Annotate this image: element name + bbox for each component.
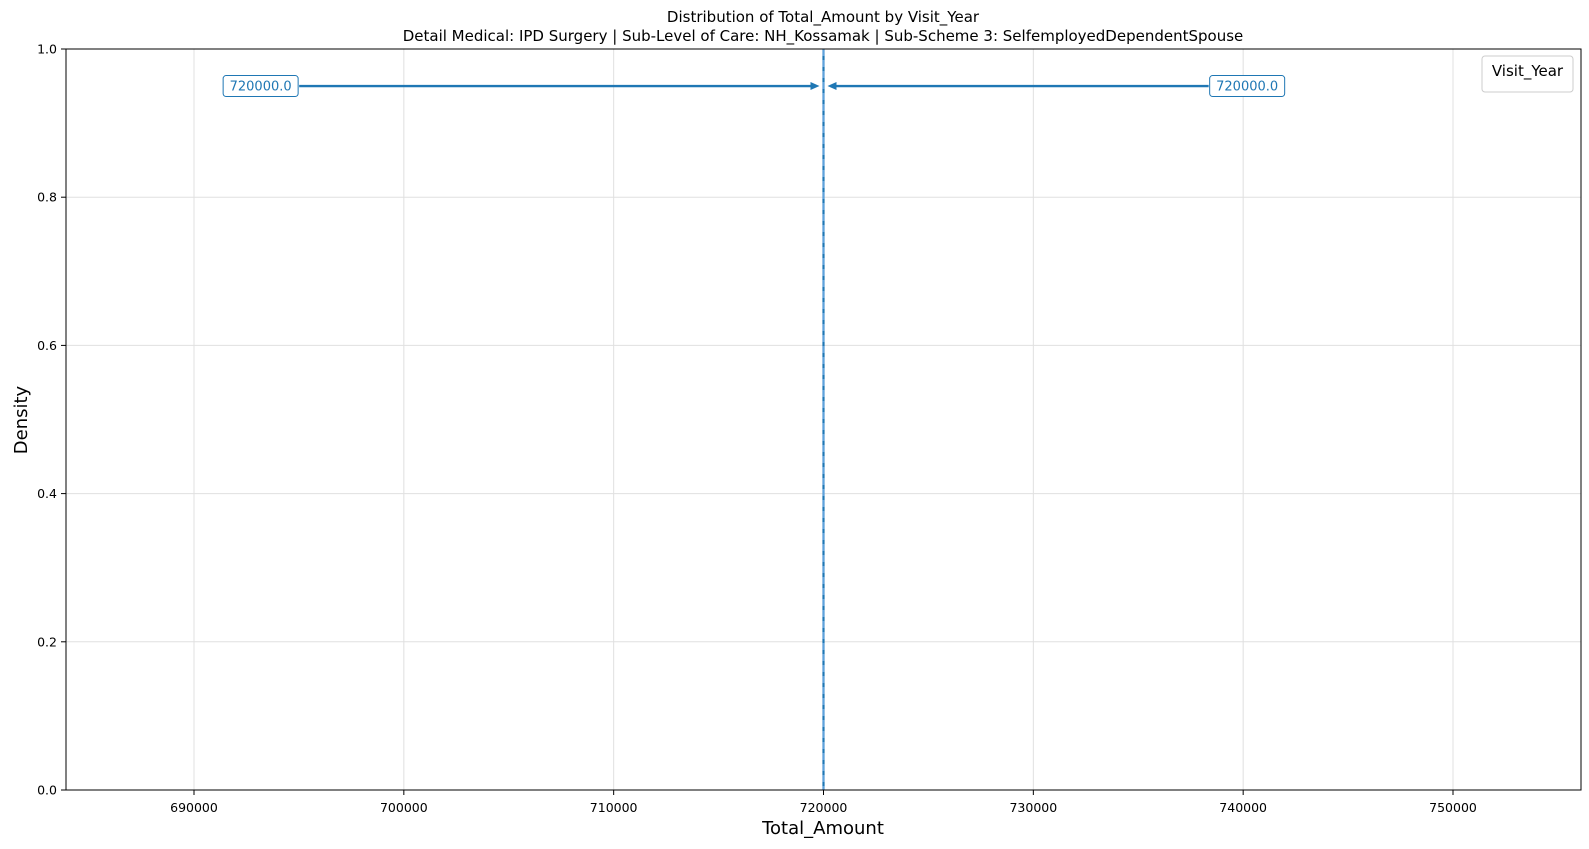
y-tick-label: 0.6 — [37, 338, 57, 353]
x-tick-label: 690000 — [170, 800, 218, 815]
chart-title: Distribution of Total_Amount by Visit_Ye… — [667, 8, 980, 27]
legend-title: Visit_Year — [1492, 62, 1564, 81]
annotation-box — [222, 75, 299, 98]
chart-subtitle: Detail Medical: IPD Surgery | Sub-Level … — [403, 27, 1244, 46]
marks-layer: 720000.0 720000.0 — [222, 49, 1286, 790]
annotation-arrowhead — [810, 82, 820, 91]
legend-frame — [1481, 55, 1574, 93]
annotation-box — [1209, 75, 1286, 98]
x-tick-label: 700000 — [380, 800, 428, 815]
legend: Visit_Year — [1481, 55, 1574, 93]
x-tick-label: 710000 — [590, 800, 638, 815]
y-tick-label: 1.0 — [37, 42, 57, 57]
annotation-label: 720000.0 — [230, 80, 292, 95]
x-axis-label: Total_Amount — [761, 818, 884, 839]
x-tick-label: 720000 — [800, 800, 848, 815]
y-tick-label: 0.8 — [37, 190, 57, 205]
y-axis-label: Density — [11, 385, 32, 454]
annotation-arrowhead — [827, 82, 837, 91]
y-tick-label: 0.4 — [37, 486, 57, 501]
x-tick-label: 750000 — [1429, 800, 1477, 815]
x-tick-label: 740000 — [1219, 800, 1267, 815]
y-tick-label: 0.2 — [37, 634, 57, 649]
ticks-layer: 690000 700000 710000 720000 730000 740000 7500… — [37, 42, 1477, 816]
annotation-label: 720000.0 — [1216, 80, 1278, 95]
x-tick-label: 730000 — [1009, 800, 1057, 815]
y-tick-label: 0.0 — [37, 783, 57, 798]
